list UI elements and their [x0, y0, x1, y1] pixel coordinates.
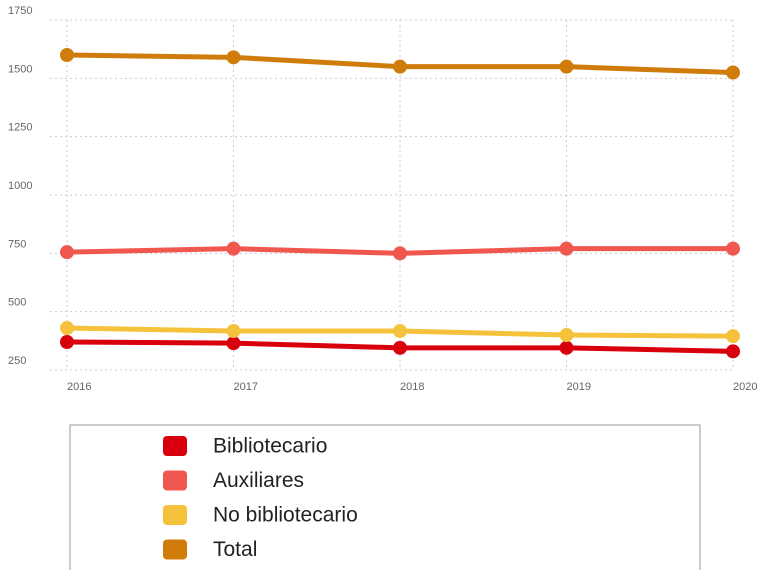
x-tick-label: 2019: [567, 381, 591, 393]
point: [60, 321, 74, 335]
point: [559, 59, 574, 74]
point: [559, 328, 574, 342]
point: [559, 340, 574, 355]
point: [393, 340, 407, 355]
y-tick-label: 1500: [8, 63, 32, 75]
point: [60, 48, 74, 62]
point: [393, 246, 407, 261]
point: [726, 65, 740, 80]
y-tick-label: 1250: [8, 122, 32, 134]
y-tick-label: 1000: [8, 180, 32, 192]
legend-label: Total: [213, 538, 257, 561]
y-tick-label: 1750: [8, 5, 32, 17]
point: [393, 324, 407, 339]
point: [393, 59, 407, 74]
point: [226, 336, 241, 351]
x-tick-label: 2017: [234, 381, 258, 393]
x-tick-label: 2018: [400, 381, 424, 393]
point: [559, 241, 574, 256]
legend-swatch: [163, 470, 187, 491]
legend-swatch: [163, 505, 187, 525]
point: [726, 344, 740, 359]
point: [226, 50, 241, 65]
y-tick-label: 750: [8, 238, 26, 250]
point: [60, 245, 74, 260]
legend-swatch: [163, 539, 187, 560]
y-tick-label: 500: [8, 297, 26, 309]
point: [226, 324, 241, 339]
point: [60, 335, 74, 349]
legend-label: Auxiliares: [213, 469, 304, 492]
x-tick-label: 2020: [733, 381, 757, 393]
point: [726, 329, 740, 344]
legend-swatch: [163, 436, 187, 456]
x-tick-label: 2016: [67, 381, 91, 393]
point: [726, 241, 740, 256]
y-tick-label: 250: [8, 355, 26, 367]
point: [226, 241, 241, 256]
legend-label: No bibliotecario: [213, 504, 358, 527]
legend-label: Bibliotecario: [213, 435, 327, 458]
